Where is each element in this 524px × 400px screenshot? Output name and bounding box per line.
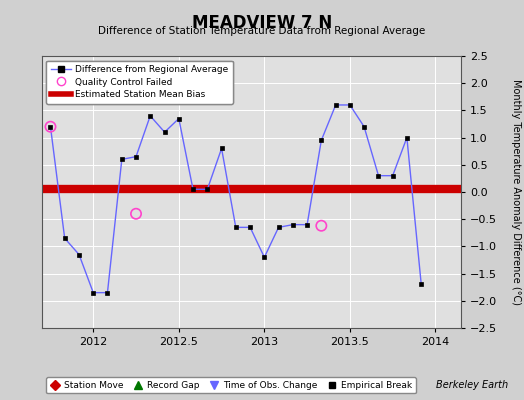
Point [132,210,140,217]
Legend: Difference from Regional Average, Quality Control Failed, Estimated Station Mean: Difference from Regional Average, Qualit… [47,60,233,104]
Text: Berkeley Earth: Berkeley Earth [436,380,508,390]
Point [317,222,325,229]
Text: Difference of Station Temperature Data from Regional Average: Difference of Station Temperature Data f… [99,26,425,36]
Legend: Station Move, Record Gap, Time of Obs. Change, Empirical Break: Station Move, Record Gap, Time of Obs. C… [47,377,416,394]
Point [46,124,54,130]
Text: MEADVIEW 7 N: MEADVIEW 7 N [192,14,332,32]
Y-axis label: Monthly Temperature Anomaly Difference (°C): Monthly Temperature Anomaly Difference (… [511,79,521,305]
